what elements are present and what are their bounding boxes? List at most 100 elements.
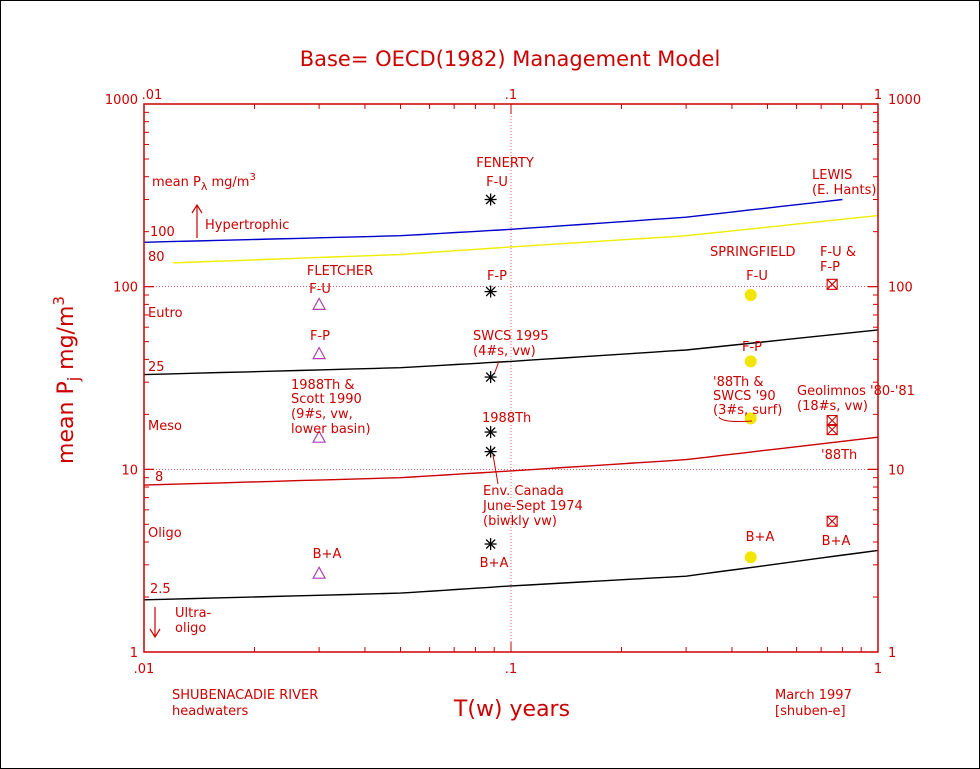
lewis-fu-label-2: F-P xyxy=(820,260,840,275)
fenerty-title: FENERTY xyxy=(476,156,534,171)
point-asterisk xyxy=(484,193,497,206)
x-tick-label-top: .01 xyxy=(142,88,163,103)
grid-layer xyxy=(144,104,878,652)
legend-mean-unit: mg/m xyxy=(207,175,249,190)
x-axis-label: T(w) years xyxy=(453,697,570,722)
asterisk-stroke xyxy=(485,427,496,438)
point-circle xyxy=(744,551,757,564)
springfield-fp-label: F-P xyxy=(742,340,762,355)
point-asterisk xyxy=(484,445,497,458)
fenerty-env-2: June-Sept 1974 xyxy=(482,499,583,514)
point-asterisk xyxy=(484,538,497,551)
box-x-stroke xyxy=(826,415,838,426)
footer-right-1: March 1997 xyxy=(775,688,852,703)
fenerty-env-1: Env. Canada xyxy=(483,484,564,499)
y-tick-label-right: 100 xyxy=(888,281,913,296)
box-x-rect xyxy=(826,278,838,290)
fenerty-ba-label: B+A xyxy=(480,556,509,571)
fenerty-swcs-leader xyxy=(494,360,500,373)
curve-label-2-5: 2.5 xyxy=(150,582,171,597)
fletcher-note-3: (9#s, vw, xyxy=(291,407,353,422)
fenerty-swcs-1: SWCS 1995 xyxy=(473,329,549,344)
fletcher-note-2: Scott 1990 xyxy=(291,392,362,407)
x-tick-label-top: .1 xyxy=(505,88,517,103)
label-ultra-2: oligo xyxy=(175,621,206,636)
up-arrow-icon xyxy=(191,203,203,238)
point-asterisk xyxy=(484,426,497,439)
lewis-88th-label: '88Th xyxy=(821,448,857,463)
point-box-x xyxy=(826,424,838,436)
label-eutro: Eutro xyxy=(148,306,183,321)
fenerty-env-leader xyxy=(492,454,499,485)
legend-mean-sup: 3 xyxy=(249,172,255,183)
y-tick-label-left: 1000 xyxy=(105,93,138,108)
legend-mean-sub: λ xyxy=(201,180,208,193)
legend-mean-text: mean P xyxy=(152,175,201,190)
y-tick-label-left: 100 xyxy=(113,281,138,296)
curve-label-8: 8 xyxy=(155,470,163,485)
y-label-main: mean P xyxy=(54,381,79,464)
label-meso: Meso xyxy=(148,419,182,434)
point-box-x xyxy=(826,278,838,290)
point-triangle xyxy=(312,297,327,310)
curve-2.5 xyxy=(143,549,879,601)
lewis-subtitle: (E. Hants) xyxy=(812,183,876,198)
y-tick-label-right: 1000 xyxy=(888,93,921,108)
lewis-ba-label: B+A xyxy=(822,534,851,549)
asterisk-stroke xyxy=(485,372,496,383)
x-tick-label-bottom: 1 xyxy=(874,662,882,677)
lewis-fu-label-1: F-U & xyxy=(820,245,856,260)
fletcher-fu-label: F-U xyxy=(309,282,331,297)
curve-100 xyxy=(143,198,843,243)
point-triangle xyxy=(312,565,327,579)
fenerty-swcs-2: (4#s, vw) xyxy=(473,344,536,359)
geolimnos-label-1: Geolimnos '80-'81 xyxy=(797,384,915,399)
box-x-stroke xyxy=(826,278,838,290)
springfield-note-2: SWCS '90 xyxy=(713,389,776,404)
fenerty-fu-label: F-U xyxy=(486,175,508,190)
lewis-title: LEWIS xyxy=(812,168,852,183)
springfield-note-leader xyxy=(718,416,753,422)
label-oligo: Oligo xyxy=(148,526,182,541)
box-x-stroke xyxy=(826,424,838,435)
points-layer xyxy=(312,193,838,579)
fletcher-ba-label: B+A xyxy=(313,547,342,562)
geolimnos-label-2: (18#s, vw) xyxy=(797,399,868,414)
x-tick-label-bottom: .1 xyxy=(505,662,517,677)
point-box-x xyxy=(826,515,838,527)
label-ultra-1: Ultra- xyxy=(175,606,212,621)
box-x-rect xyxy=(826,424,838,436)
y-tick-label-left: 10 xyxy=(121,463,138,478)
legend-mean: mean Pλ mg/m3 xyxy=(152,172,256,193)
box-x-rect xyxy=(826,515,838,527)
y-label-sub: j xyxy=(64,377,83,382)
footer-right-2: [shuben-e] xyxy=(775,704,846,719)
point-triangle xyxy=(312,346,327,360)
box-x-stroke xyxy=(826,515,838,527)
y-tick-label-left: 1 xyxy=(130,646,138,661)
asterisk-stroke xyxy=(485,539,496,549)
springfield-ba-label: B+A xyxy=(746,530,775,545)
chart-title: Base= OECD(1982) Management Model xyxy=(300,47,721,71)
asterisk-stroke xyxy=(485,446,496,457)
fenerty-fp-label: F-P xyxy=(487,269,507,284)
y-tick-label-right: 10 xyxy=(888,463,905,478)
fenerty-env-3: (biwkly vw) xyxy=(483,514,557,529)
fletcher-note-4: lower basin) xyxy=(291,422,371,437)
fletcher-note-1: 1988Th & xyxy=(291,378,355,393)
footer-left-2: headwaters xyxy=(172,704,248,719)
x-tick-label-bottom: .01 xyxy=(134,662,155,677)
curve-25 xyxy=(143,329,879,376)
down-arrow-icon xyxy=(149,607,161,639)
springfield-title: SPRINGFIELD xyxy=(710,245,796,260)
point-circle xyxy=(744,355,757,368)
point-triangle xyxy=(312,429,327,443)
springfield-note-3: (3#s, surf) xyxy=(713,403,782,418)
y-label-unit: mg/m xyxy=(54,306,79,377)
springfield-note-1: '88Th & xyxy=(713,375,764,390)
y-label-sup: 3 xyxy=(50,296,68,306)
point-asterisk xyxy=(484,285,497,298)
asterisk-stroke xyxy=(485,194,496,205)
